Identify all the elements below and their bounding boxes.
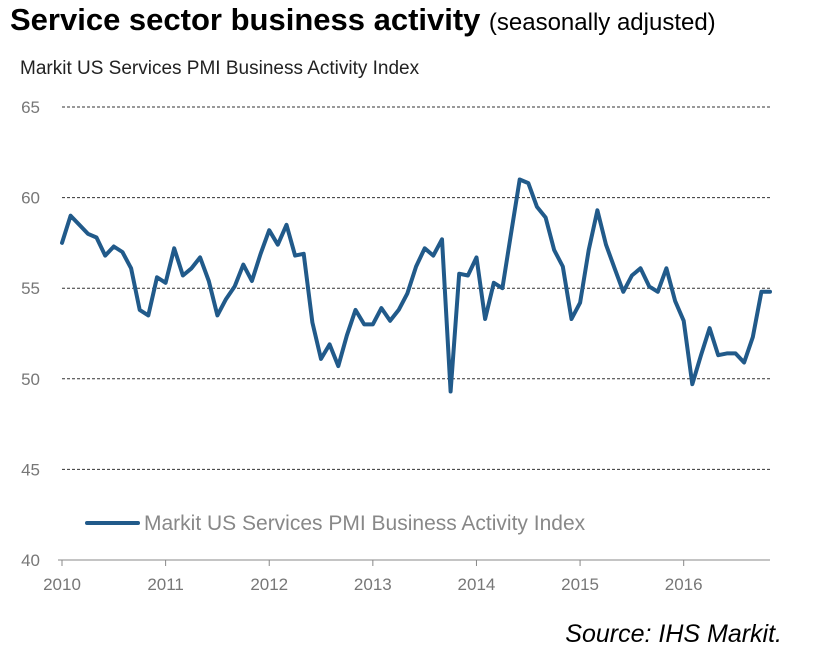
x-tick-label: 2010 bbox=[43, 575, 81, 594]
x-tick-labels: 2010 2011 2012 2013 2014 2015 2016 bbox=[43, 575, 703, 594]
x-tick-label: 2012 bbox=[250, 575, 288, 594]
chart-subtitle: Markit US Services PMI Business Activity… bbox=[20, 58, 420, 79]
y-tick-label: 65 bbox=[21, 98, 40, 117]
chart-title: Service sector business activity bbox=[10, 2, 481, 37]
gridlines bbox=[62, 106, 770, 470]
legend-label: Markit US Services PMI Business Activity… bbox=[144, 512, 586, 535]
x-tick-label: 2013 bbox=[354, 575, 392, 594]
x-tick-label: 2015 bbox=[561, 575, 599, 594]
y-tick-label: 55 bbox=[21, 279, 40, 298]
chart-title-row: Service sector business activity (season… bbox=[10, 2, 716, 38]
x-tick-label: 2016 bbox=[665, 575, 703, 594]
source-note: Source: IHS Markit. bbox=[565, 620, 782, 648]
x-tick-label: 2011 bbox=[147, 575, 184, 594]
y-tick-label: 60 bbox=[21, 189, 40, 208]
y-tick-label: 50 bbox=[21, 370, 40, 389]
legend: Markit US Services PMI Business Activity… bbox=[85, 512, 586, 535]
y-tick-label: 45 bbox=[21, 460, 40, 479]
series-line-0 bbox=[60, 177, 772, 394]
y-tick-labels: 40 45 50 55 60 65 bbox=[21, 98, 40, 570]
series-layer bbox=[60, 177, 772, 394]
x-tick-label: 2014 bbox=[458, 575, 496, 594]
chart-title-note: (seasonally adjusted) bbox=[488, 9, 716, 36]
x-axis bbox=[58, 559, 770, 566]
y-tick-label: 40 bbox=[21, 551, 40, 570]
